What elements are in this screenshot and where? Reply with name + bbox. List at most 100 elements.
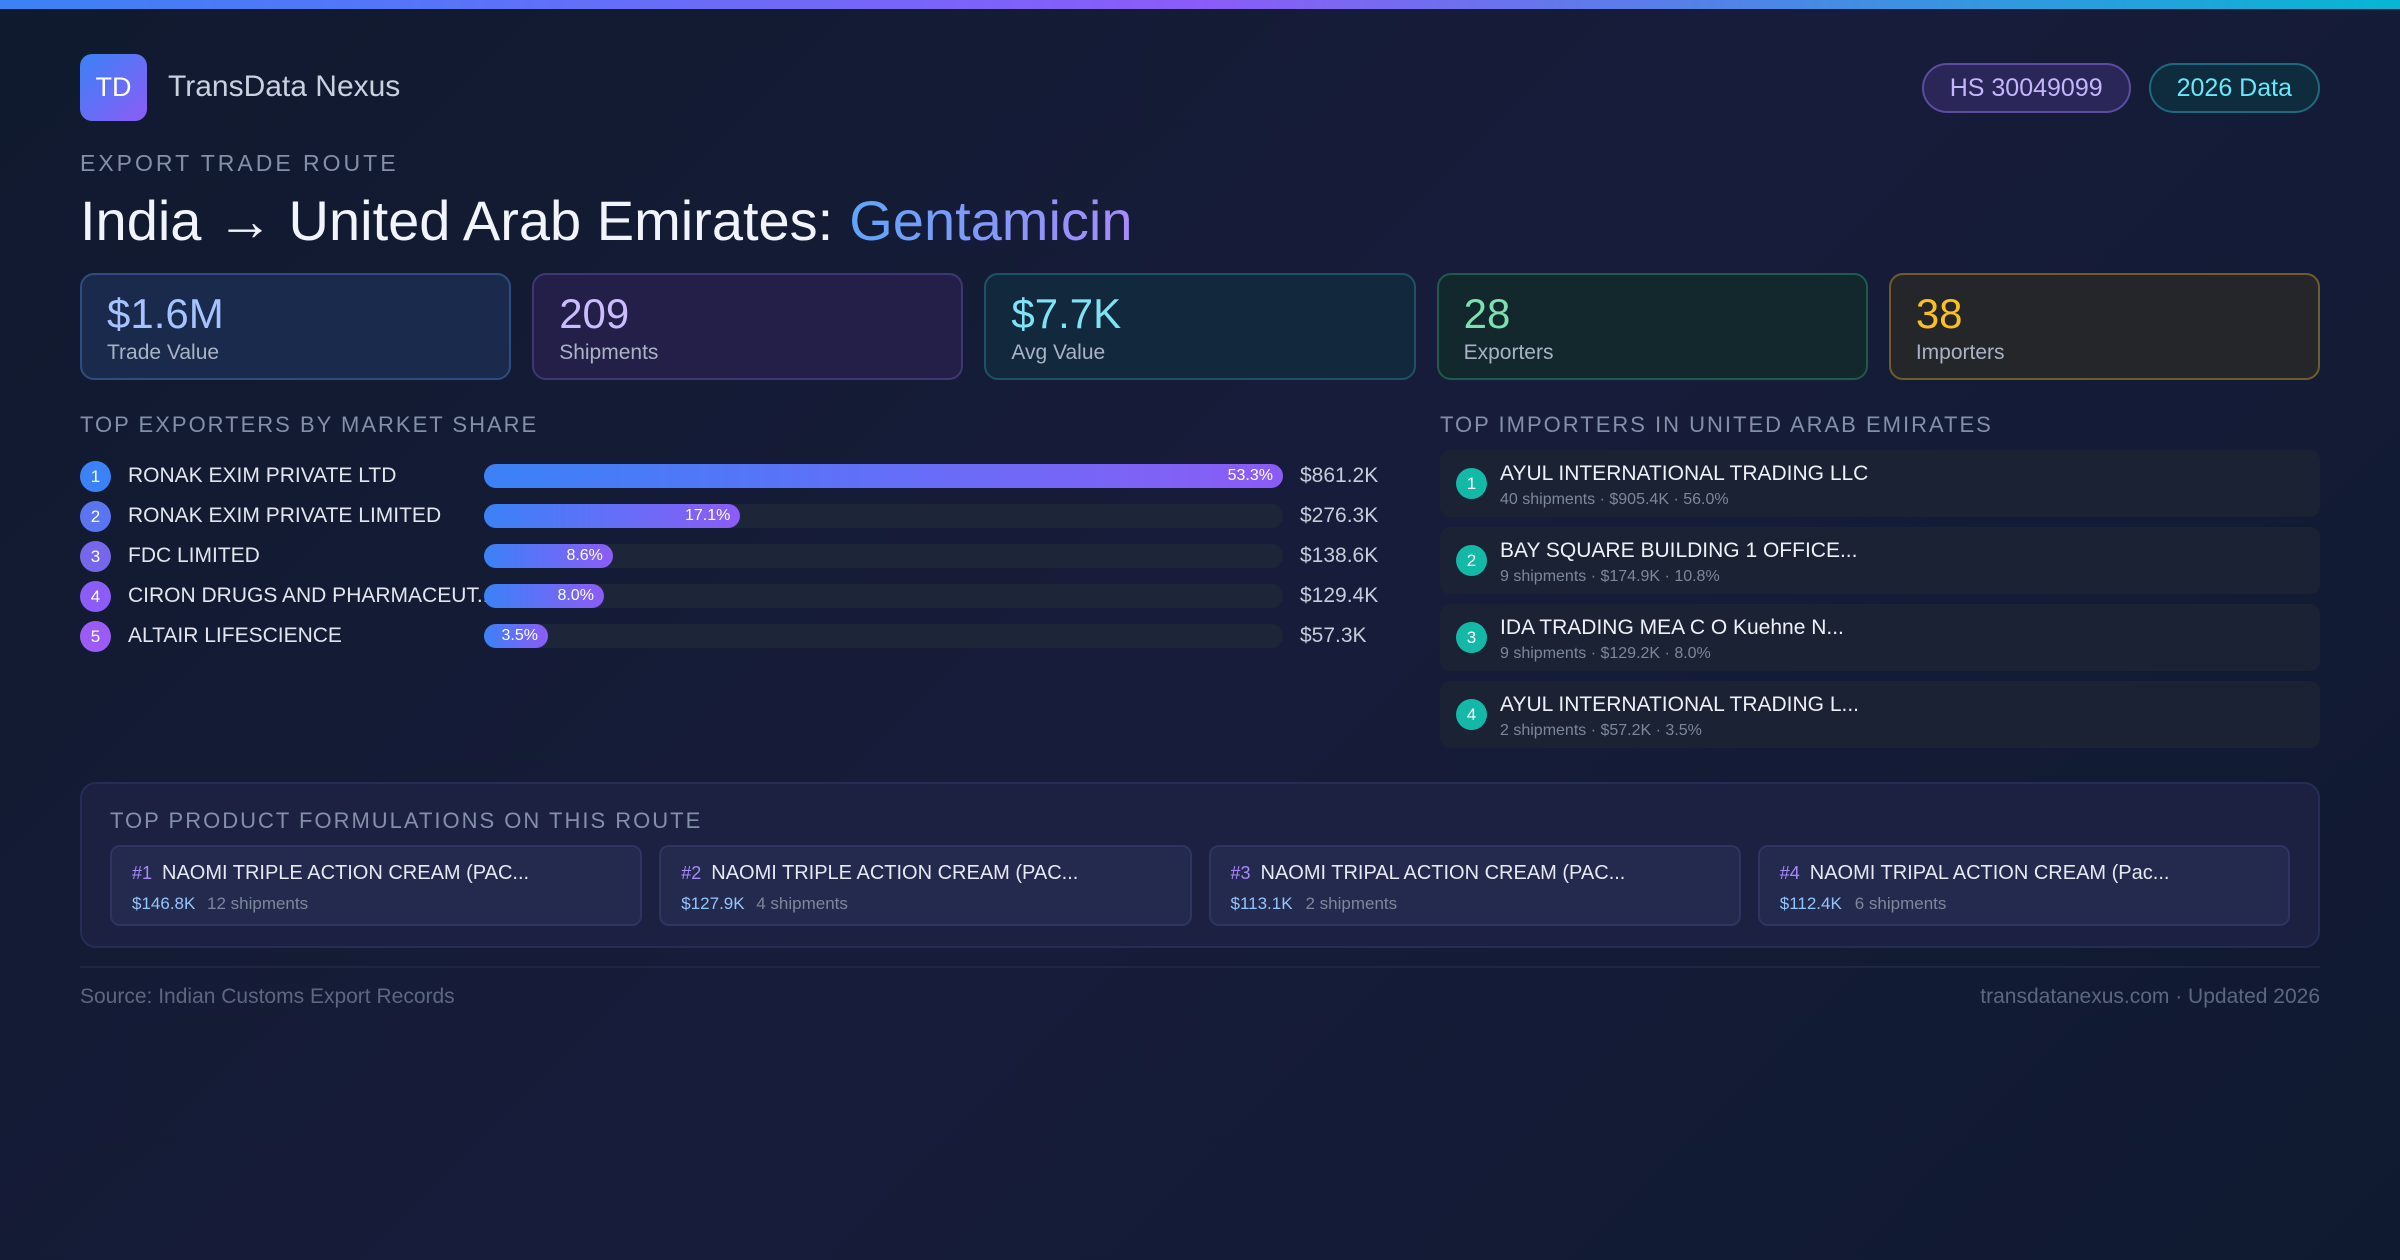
stat-label: Importers	[1915, 341, 2005, 364]
formulation-rank: #3	[1230, 863, 1251, 883]
importer-name: IDA TRADING MEA C O Kuehne N...	[1500, 616, 1844, 639]
exporter-row: 3 FDC LIMITED 8.6% $138.6K	[80, 536, 1380, 576]
share-bar: 8.6%	[484, 544, 613, 568]
badge: 2026 Data	[2148, 63, 2320, 113]
formulation-cards: #1 NAOMI TRIPLE ACTION CREAM (PAC... $146.…	[110, 845, 2290, 926]
stat-card: 28 Exporters	[1436, 273, 1868, 380]
section-heading: TOP PRODUCT FORMULATIONS ON THIS ROUTE	[110, 808, 703, 833]
rank-badge: 3	[80, 541, 111, 572]
formulation-card: #3 NAOMI TRIPAL ACTION CREAM (PAC... $113.…	[1208, 845, 1741, 926]
exporter-row: 2 RONAK EXIM PRIVATE LIMITED 17.1% $276.3K	[80, 496, 1380, 536]
formulation-shipments: 4 shipments	[756, 894, 848, 913]
title-text: India → United Arab Emirates:	[80, 189, 834, 252]
importer-name: BAY SQUARE BUILDING 1 OFFICE...	[1500, 539, 1858, 562]
title: India → United Arab Emirates: Gentamicin	[80, 188, 1132, 253]
exporter-value: $861.2K	[1300, 464, 1379, 487]
importer-card: 4 AYUL INTERNATIONAL TRADING L... 2 shipme…	[1440, 681, 2320, 748]
eyebrow: EXPORT TRADE ROUTE	[80, 150, 399, 176]
formulation-card: #4 NAOMI TRIPAL ACTION CREAM (Pac... $112.…	[1757, 845, 2290, 926]
stat-value: $1.6M	[107, 290, 224, 337]
share-label: 8.0%	[557, 587, 594, 604]
rank-badge: 1	[1456, 468, 1487, 499]
formulation-card: #1 NAOMI TRIPLE ACTION CREAM (PAC... $146.…	[110, 845, 643, 926]
share-label: 17.1%	[684, 507, 731, 524]
importer-card: 2 BAY SQUARE BUILDING 1 OFFICE... 9 shipme…	[1440, 527, 2320, 594]
formulation-value: $146.8K	[132, 894, 196, 913]
share-label: 8.6%	[566, 547, 603, 564]
stat-value: $7.7K	[1011, 290, 1122, 337]
stat-label: Avg Value	[1011, 341, 1106, 364]
section-heading: TOP IMPORTERS IN UNITED ARAB EMIRATES	[1440, 412, 1993, 437]
share-bar: 8.0%	[484, 584, 604, 608]
stat-label: Exporters	[1463, 341, 1554, 364]
share-bar: 3.5%	[484, 624, 548, 648]
bar-track: 8.0%	[484, 584, 1283, 608]
formulation-name: NAOMI TRIPAL ACTION CREAM (Pac...	[1809, 862, 2170, 884]
importer-details: 2 shipments · $57.2K · 3.5%	[1500, 722, 1702, 739]
formulation-card: #2 NAOMI TRIPLE ACTION CREAM (PAC... $127.…	[659, 845, 1192, 926]
stat-card: 38 Importers	[1888, 273, 2321, 380]
importer-details: 40 shipments · $905.4K · 56.0%	[1500, 491, 1729, 508]
exporter-name: CIRON DRUGS AND PHARMACEUT...	[128, 584, 495, 607]
rank-badge: 2	[1456, 545, 1487, 576]
stat-card: 209 Shipments	[532, 273, 964, 380]
rank-badge: 1	[80, 461, 111, 492]
formulation-shipments: 2 shipments	[1305, 894, 1398, 913]
formulation-value: $127.9K	[681, 894, 745, 913]
formulation-rank: #2	[681, 863, 702, 883]
stats: $1.6M Trade Value 209 Shipments $7.7K Avg Val…	[80, 273, 2321, 380]
exporter-row: 1 RONAK EXIM PRIVATE LTD 53.3% $861.2K	[80, 456, 1380, 496]
logo: TD	[80, 54, 147, 121]
bar-track: 8.6%	[484, 544, 1283, 568]
divider	[80, 966, 2320, 968]
rank-badge: 5	[80, 621, 111, 652]
footer-site: transdatanexus.com · Updated 2026	[1980, 985, 2320, 1008]
formulation-rank: #1	[132, 863, 153, 883]
stat-value: 28	[1463, 290, 1511, 337]
formulations-panel: TOP PRODUCT FORMULATIONS ON THIS ROUTE #…	[80, 782, 2320, 948]
rank-badge: 2	[80, 501, 111, 532]
rank-badge: 4	[80, 581, 111, 612]
formulation-name: NAOMI TRIPAL ACTION CREAM (PAC...	[1260, 862, 1626, 884]
formulation-name: NAOMI TRIPLE ACTION CREAM (PAC...	[162, 862, 530, 884]
footer-source: Source: Indian Customs Export Records	[80, 985, 455, 1008]
accent-bar	[0, 0, 2400, 9]
title-highlight: Gentamicin	[849, 189, 1133, 252]
bar-track: 3.5%	[484, 624, 1283, 648]
stat-card: $1.6M Trade Value	[80, 273, 512, 380]
importer-card: 3 IDA TRADING MEA C O Kuehne N... 9 shipme…	[1440, 604, 2320, 671]
formulation-shipments: 6 shipments	[1854, 894, 1947, 913]
exporter-value: $276.3K	[1300, 504, 1379, 527]
stat-label: Shipments	[559, 341, 659, 364]
exporter-value: $129.4K	[1300, 584, 1379, 607]
share-label: 53.3%	[1227, 467, 1273, 484]
formulation-rank: #4	[1779, 863, 1800, 883]
formulation-name: NAOMI TRIPLE ACTION CREAM (PAC...	[711, 862, 1079, 884]
exporter-value: $138.6K	[1300, 544, 1379, 567]
badge: HS 30049099	[1921, 63, 2131, 113]
exporter-name: RONAK EXIM PRIVATE LIMITED	[128, 504, 442, 527]
importer-card: 1 AYUL INTERNATIONAL TRADING LLC 40 shipme…	[1440, 450, 2320, 517]
bar-track: 17.1%	[484, 504, 1283, 528]
formulation-shipments: 12 shipments	[207, 894, 309, 913]
share-bar: 53.3%	[484, 464, 1283, 488]
importer-details: 9 shipments · $174.9K · 10.8%	[1500, 568, 1720, 585]
rank-badge: 3	[1456, 622, 1487, 653]
exporter-name: ALTAIR LIFESCIENCE	[128, 624, 342, 647]
rank-badge: 4	[1456, 699, 1487, 730]
formulation-value: $113.1K	[1230, 894, 1293, 913]
exporter-name: RONAK EXIM PRIVATE LTD	[128, 464, 397, 487]
brand-name: TransData Nexus	[168, 70, 401, 103]
exporter-value: $57.3K	[1300, 624, 1367, 647]
exporter-row: 5 ALTAIR LIFESCIENCE 3.5% $57.3K	[80, 616, 1380, 656]
stat-card: $7.7K Avg Value	[984, 273, 1416, 380]
share-bar: 17.1%	[484, 504, 741, 528]
stat-label: Trade Value	[107, 341, 220, 364]
exporter-name: FDC LIMITED	[128, 544, 260, 567]
importer-name: AYUL INTERNATIONAL TRADING L...	[1500, 693, 1860, 716]
share-label: 3.5%	[501, 627, 538, 644]
formulation-value: $112.4K	[1779, 894, 1842, 913]
stat-value: 209	[559, 290, 630, 337]
badges: HS 30049099 2026 Data	[1921, 63, 2320, 113]
